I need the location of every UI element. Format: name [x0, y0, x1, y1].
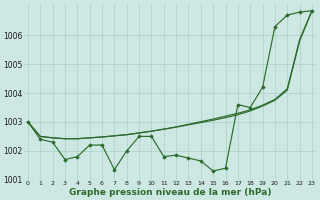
X-axis label: Graphe pression niveau de la mer (hPa): Graphe pression niveau de la mer (hPa)	[69, 188, 271, 197]
